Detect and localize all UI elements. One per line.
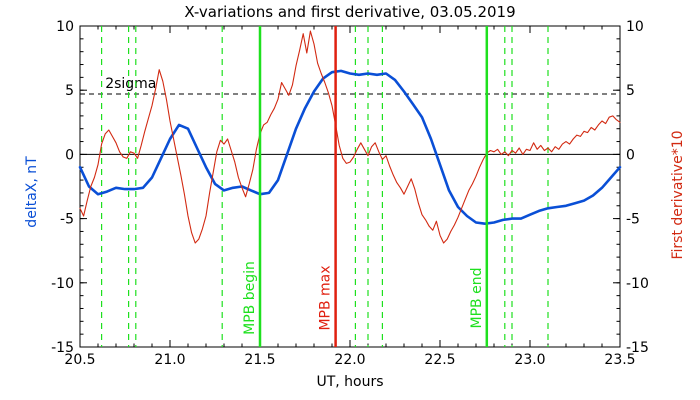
y-tick-label-left: -15 <box>51 340 74 356</box>
y-axis-label-right: First derivative*10 <box>670 130 686 259</box>
y-tick-label-right: 10 <box>626 19 644 35</box>
x-tick-label: 23.0 <box>514 352 545 368</box>
y-tick-label-left: 5 <box>65 83 74 99</box>
y-tick-label-left: -5 <box>60 212 74 228</box>
derivative-series-line <box>79 30 621 244</box>
x-tick-label: 21.0 <box>154 352 185 368</box>
x-tick-label: 20.5 <box>64 352 95 368</box>
y-tick-label-left: 0 <box>65 147 74 163</box>
chart-title: X-variations and first derivative, 03.05… <box>184 3 515 21</box>
deltaX-series-line <box>78 69 622 225</box>
x-tick-label: 23.5 <box>604 352 635 368</box>
x-tick-label: 21.5 <box>244 352 275 368</box>
y-tick-label-right: -5 <box>626 212 640 228</box>
y-tick-label-right: 0 <box>626 147 635 163</box>
mpb-marker-label: MPB begin <box>242 261 258 335</box>
x-axis-label: UT, hours <box>316 374 383 390</box>
mpb-marker-label: MPB end <box>469 268 485 329</box>
y-tick-label-right: -15 <box>626 340 649 356</box>
y-axis-label-left: deltaX, nT <box>24 156 40 228</box>
sigma-label: 2sigma <box>105 76 156 92</box>
y-tick-label-left: 10 <box>56 19 74 35</box>
mpb-marker-label: MPB max <box>318 265 334 330</box>
y-tick-label-right: -10 <box>626 276 649 292</box>
y-tick-label-left: -10 <box>51 276 74 292</box>
x-tick-label: 22.0 <box>334 352 365 368</box>
y-tick-label-right: 5 <box>626 83 635 99</box>
x-tick-label: 22.5 <box>424 352 455 368</box>
